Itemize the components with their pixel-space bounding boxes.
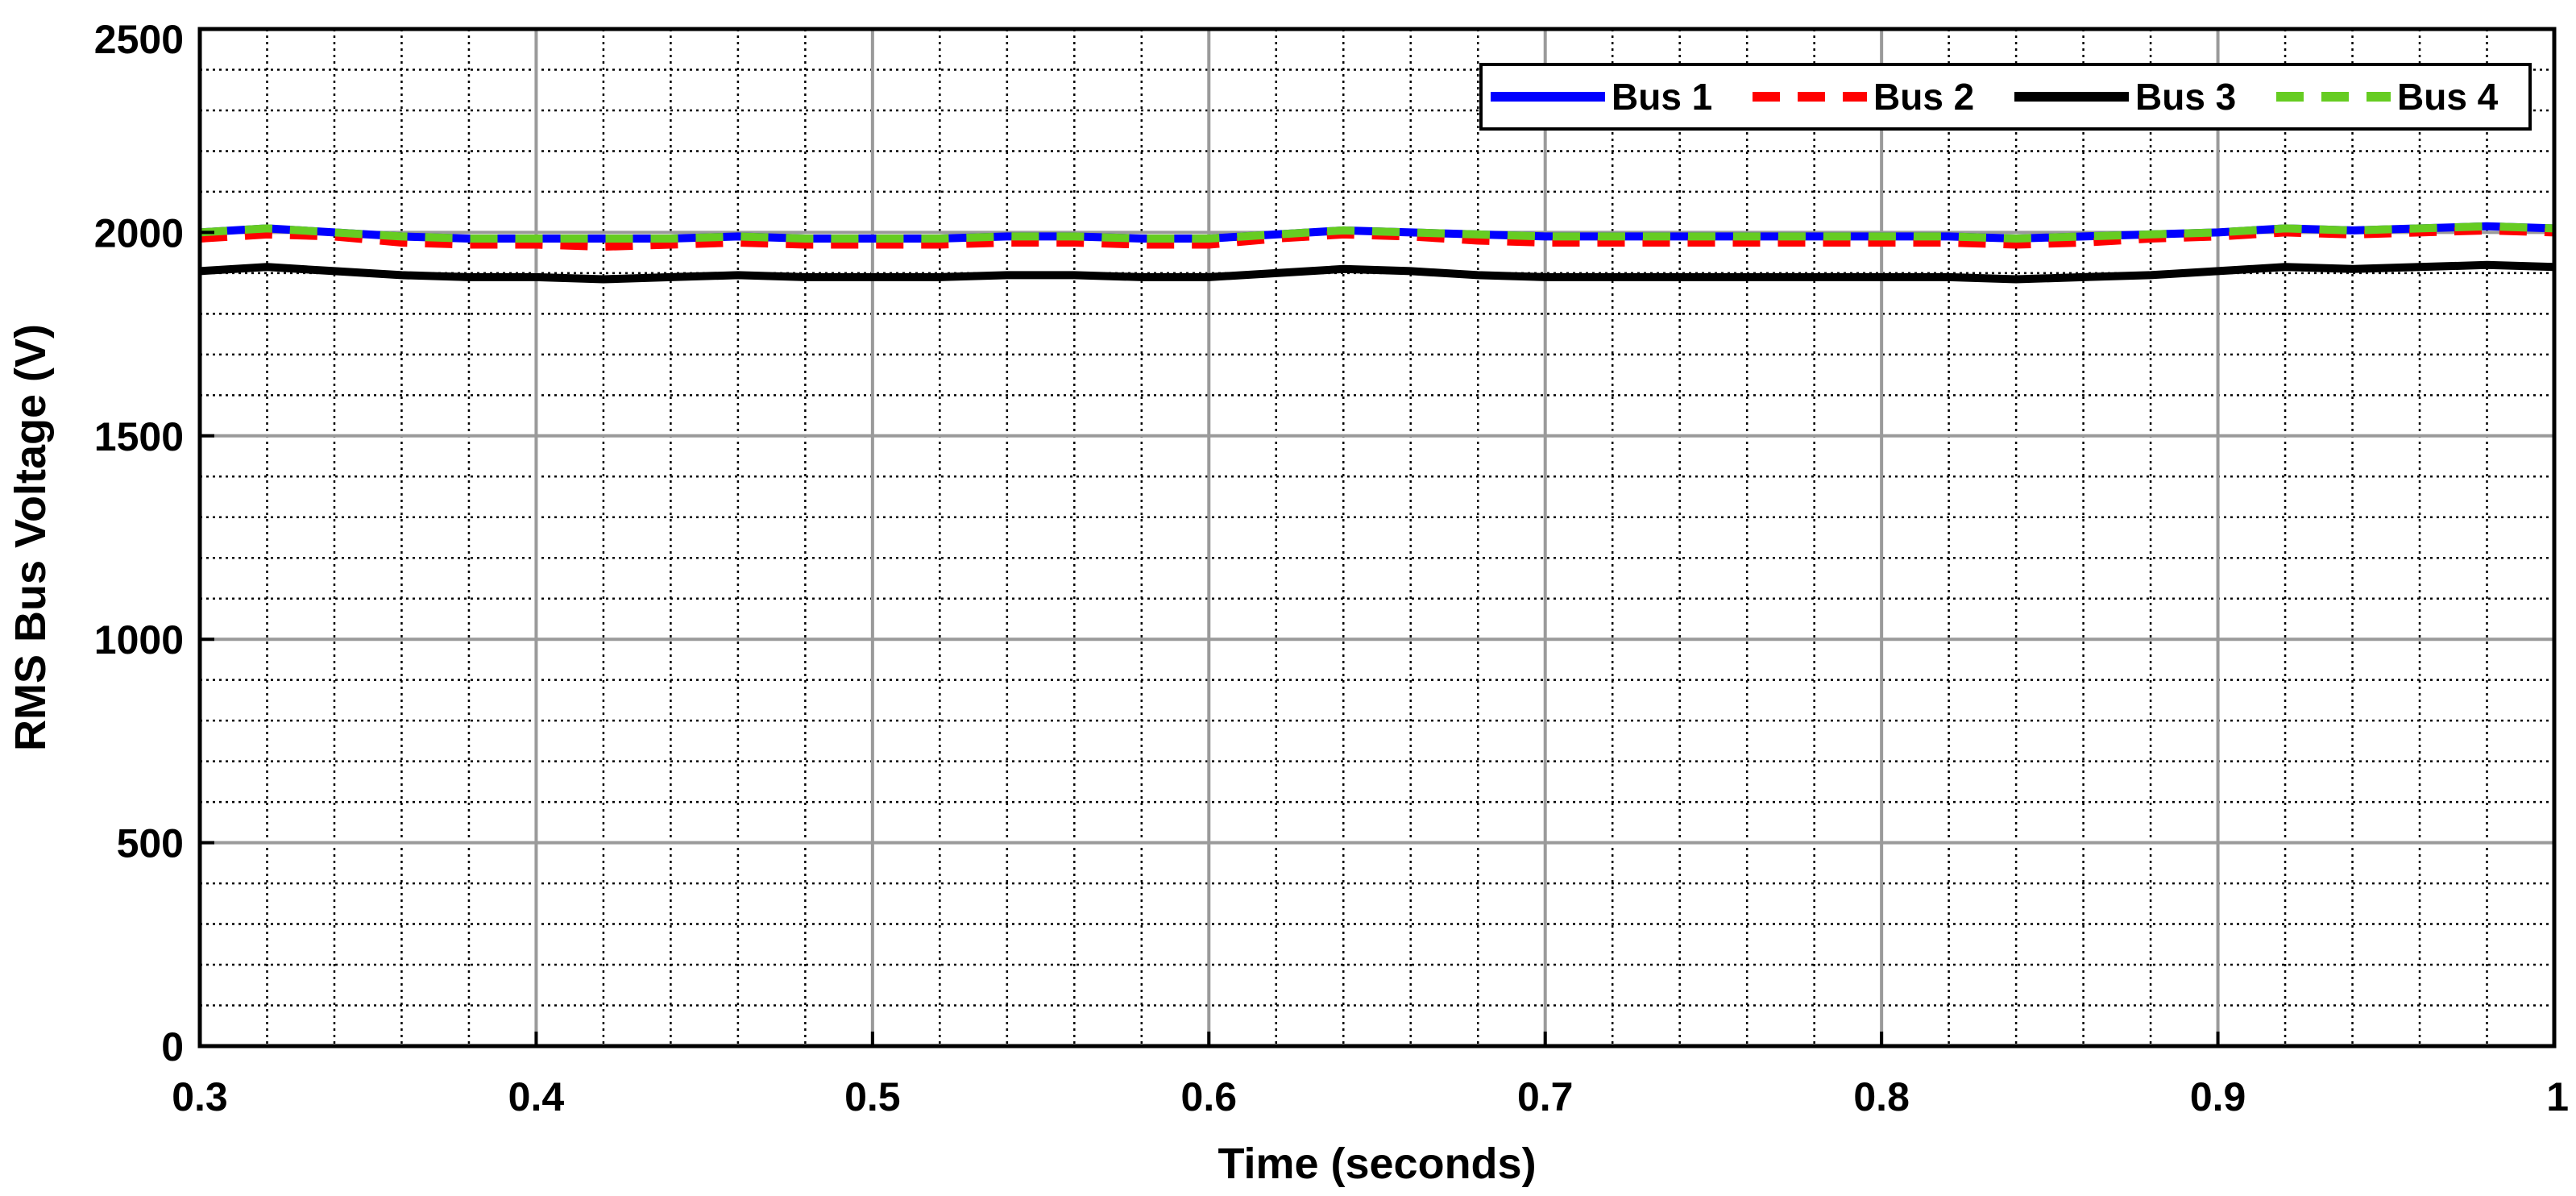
x-tick-label: 0.8 <box>1853 1074 1910 1119</box>
legend-box <box>1479 63 2532 131</box>
x-tick-labels: 0.3 0.4 0.5 0.6 0.7 0.8 0.9 1 <box>172 1074 2569 1119</box>
y-tick-label: 0 <box>161 1024 184 1069</box>
y-axis-title: RMS Bus Voltage (V) <box>6 324 55 751</box>
x-tick-label: 1 <box>2546 1074 2569 1119</box>
series-line-bus-3 <box>199 260 2555 284</box>
legend-label-bus-4: Bus 4 <box>2397 76 2499 118</box>
y-tick-label: 2500 <box>94 17 184 62</box>
legend-label-bus-2: Bus 2 <box>1873 76 1974 118</box>
legend: Bus 1 Bus 2 Bus 3 Bus 4 <box>1479 63 2532 131</box>
plot-frame <box>197 27 2557 1049</box>
y-tick-label: 1500 <box>94 414 184 459</box>
y-tick-label: 1000 <box>94 617 184 662</box>
y-tick-labels: 0 500 1000 1500 2000 2500 <box>94 17 184 1069</box>
x-tick-label: 0.6 <box>1181 1074 1238 1119</box>
x-tick-label: 0.4 <box>508 1074 565 1119</box>
x-tick-label: 0.5 <box>844 1074 901 1119</box>
legend-label-bus-3: Bus 3 <box>2135 76 2236 118</box>
series-line-bus-4 <box>199 222 2555 243</box>
x-tick-label: 0.9 <box>2190 1074 2246 1119</box>
legend-label-bus-1: Bus 1 <box>1612 76 1712 118</box>
series-lines <box>199 222 2555 284</box>
y-tick-label: 500 <box>117 821 184 866</box>
y-tick-label: 2000 <box>94 210 184 255</box>
x-tick-label: 0.7 <box>1517 1074 1574 1119</box>
tick-marks <box>198 27 2556 1048</box>
x-tick-label: 0.3 <box>172 1074 228 1119</box>
x-axis-title: Time (seconds) <box>1217 1140 1536 1188</box>
